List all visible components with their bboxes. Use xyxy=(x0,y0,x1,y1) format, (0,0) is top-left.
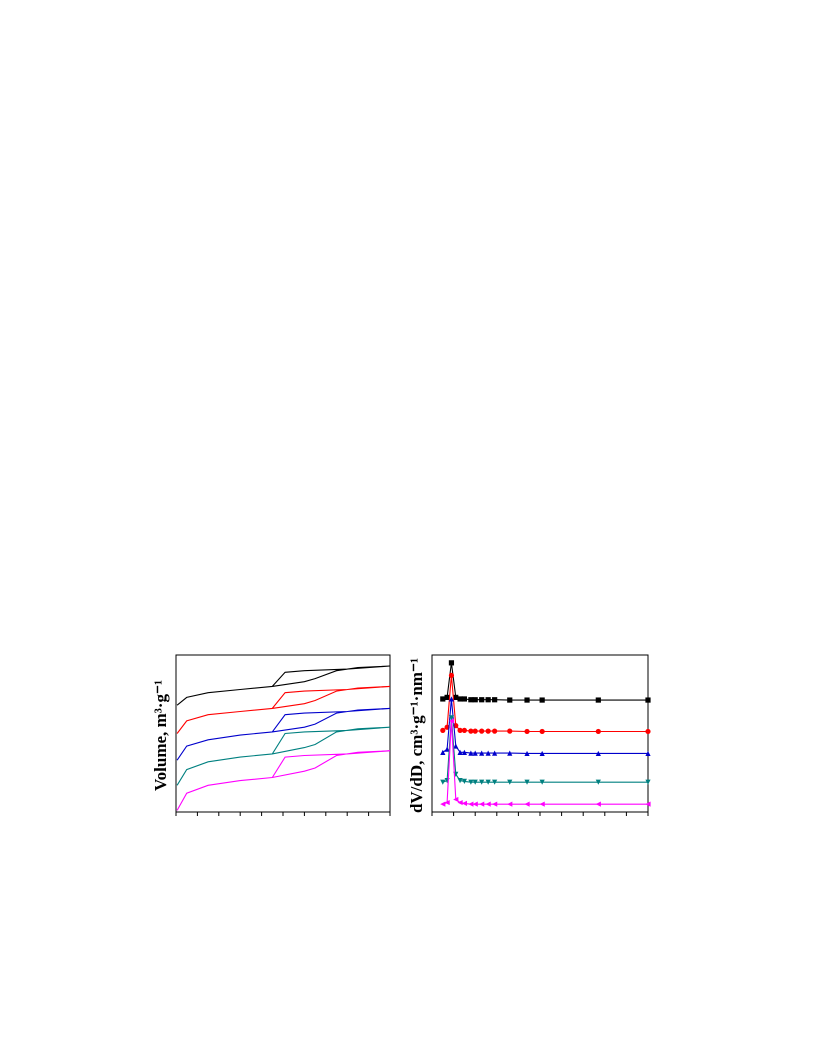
marker xyxy=(492,750,498,756)
marker xyxy=(453,743,459,749)
marker xyxy=(440,801,446,807)
marker xyxy=(479,779,485,785)
marker xyxy=(440,696,446,702)
marker xyxy=(468,779,474,785)
marker xyxy=(440,779,446,785)
marker xyxy=(492,728,498,734)
marker xyxy=(468,801,474,807)
marker xyxy=(472,697,478,703)
isotherm-chart: Volume, m³·g⁻¹ xyxy=(151,654,391,816)
series-line xyxy=(442,720,648,805)
marker xyxy=(485,801,491,807)
marker xyxy=(524,697,530,703)
series-line xyxy=(176,726,391,786)
marker xyxy=(524,779,530,785)
marker xyxy=(492,779,498,785)
marker xyxy=(479,728,485,734)
series-line xyxy=(442,662,648,701)
marker xyxy=(492,697,498,703)
marker xyxy=(595,801,601,807)
marker xyxy=(448,672,455,679)
marker xyxy=(457,749,463,755)
marker xyxy=(645,697,651,703)
y-axis-label: dV/dD, cm³·g⁻¹·nm⁻¹ xyxy=(407,658,426,813)
marker xyxy=(461,778,467,784)
marker xyxy=(457,727,463,733)
marker xyxy=(507,697,513,703)
series-line xyxy=(442,698,648,754)
marker xyxy=(448,660,455,666)
marker xyxy=(507,801,513,807)
marker xyxy=(595,728,601,735)
marker xyxy=(461,696,467,702)
marker xyxy=(645,801,651,807)
marker xyxy=(595,750,601,757)
marker xyxy=(453,796,459,803)
marker xyxy=(444,799,450,806)
marker xyxy=(444,746,450,752)
marker xyxy=(485,697,491,703)
marker xyxy=(539,750,545,757)
marker xyxy=(468,697,474,703)
marker xyxy=(492,801,498,807)
y-axis-label: Volume, m³·g⁻¹ xyxy=(151,680,170,791)
marker xyxy=(461,727,467,733)
marker xyxy=(453,694,459,700)
marker xyxy=(479,801,485,807)
marker xyxy=(539,801,545,807)
marker xyxy=(457,696,463,702)
marker xyxy=(645,750,651,757)
pore-size-chart: dV/dD, cm³·g⁻¹·nm⁻¹ xyxy=(407,654,651,816)
marker xyxy=(468,750,474,756)
plot-frame xyxy=(175,654,391,813)
marker xyxy=(472,728,478,734)
marker xyxy=(595,779,601,785)
marker xyxy=(539,728,545,735)
series-line xyxy=(176,665,391,706)
series-line xyxy=(442,717,648,783)
marker xyxy=(645,728,651,735)
marker xyxy=(457,778,463,784)
marker xyxy=(472,779,478,785)
marker xyxy=(472,750,478,756)
series-line xyxy=(176,750,391,811)
marker xyxy=(448,696,455,702)
marker xyxy=(468,728,474,734)
marker xyxy=(485,750,491,756)
marker xyxy=(507,779,513,785)
marker xyxy=(440,749,446,755)
marker xyxy=(457,799,463,806)
marker xyxy=(444,778,450,784)
marker xyxy=(539,697,545,703)
marker xyxy=(524,728,530,735)
marker xyxy=(444,694,450,700)
marker xyxy=(524,801,530,807)
marker xyxy=(448,715,455,721)
marker xyxy=(645,779,651,785)
marker xyxy=(479,750,485,756)
plot-frame xyxy=(431,654,649,813)
marker xyxy=(485,779,491,785)
marker xyxy=(485,728,491,734)
marker xyxy=(472,801,478,807)
series-line xyxy=(442,675,648,733)
series-line xyxy=(176,707,391,761)
marker xyxy=(479,697,485,703)
marker xyxy=(507,728,513,734)
marker xyxy=(448,718,455,724)
marker xyxy=(461,800,467,806)
marker xyxy=(539,779,545,785)
marker xyxy=(507,750,513,756)
series-line xyxy=(176,685,391,734)
marker xyxy=(440,727,446,733)
marker xyxy=(461,749,467,755)
marker xyxy=(524,750,530,757)
marker xyxy=(595,697,601,703)
